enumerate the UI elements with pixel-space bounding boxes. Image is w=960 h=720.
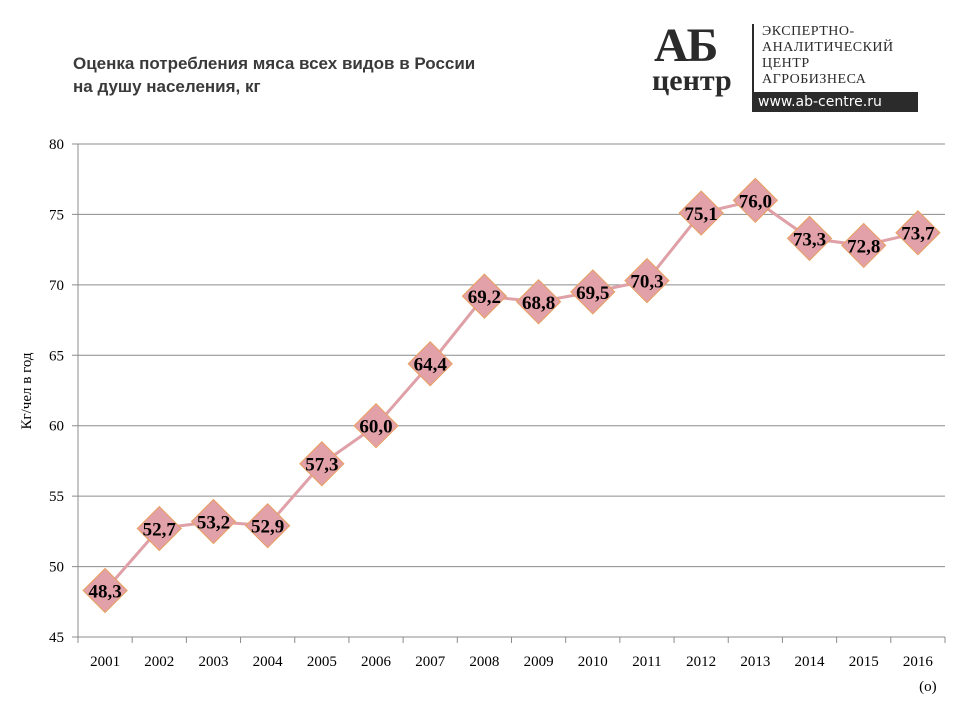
y-tick-label: 70 <box>49 278 64 294</box>
logo-mark: АБ <box>654 19 718 72</box>
x-tick-label: 2007 <box>415 654 446 670</box>
data-label: 64,4 <box>414 355 448 376</box>
data-line <box>103 198 919 592</box>
data-label: 75,1 <box>685 204 718 225</box>
y-tick-label: 55 <box>49 489 64 505</box>
data-marker <box>515 279 562 325</box>
chart-title: Оценка потребления мяса всех видов в Рос… <box>73 54 476 96</box>
data-label: 52,9 <box>251 517 284 538</box>
x-tick-label: 2009 <box>524 654 554 670</box>
x-tick-label: 2001 <box>90 654 120 670</box>
data-marker <box>461 273 508 319</box>
x-tick-label: 2011 <box>632 654 661 670</box>
x-tick-label: 2010 <box>578 654 608 670</box>
data-marker <box>732 177 779 224</box>
logo-url: www.ab-centre.ru <box>752 92 918 112</box>
x-tick-label: 2013 <box>740 654 770 670</box>
y-tick-label: 65 <box>49 348 64 364</box>
x-tick-label: 2008 <box>469 654 499 670</box>
data-marker <box>82 567 128 614</box>
data-label: 73,7 <box>901 224 935 245</box>
data-label: 69,2 <box>468 287 501 308</box>
data-label: 60,0 <box>359 417 392 438</box>
data-marker <box>407 341 453 387</box>
data-label: 69,5 <box>576 283 609 304</box>
data-label: 53,2 <box>197 512 230 533</box>
x-tick-label: 2012 <box>686 654 716 670</box>
y-tick-label: 75 <box>49 207 64 223</box>
data-marker <box>895 210 941 256</box>
logo-divider <box>752 24 754 112</box>
data-label: 68,8 <box>522 293 555 314</box>
y-tick-label: 45 <box>49 630 64 646</box>
data-label: 52,7 <box>143 520 177 541</box>
logo-line: АНАЛИТИЧЕСКИЙ <box>762 40 894 55</box>
ab-centre-logo: АБ центр ЭКСПЕРТНО- АНАЛИТИЧЕСКИЙ ЦЕНТР … <box>650 22 920 114</box>
data-marker <box>299 441 345 487</box>
x-tick-label: (о) <box>919 679 937 695</box>
x-tick-label: 2004 <box>253 654 284 670</box>
data-marker <box>190 498 237 545</box>
y-tick-label: 80 <box>49 137 64 153</box>
data-marker <box>678 190 724 236</box>
data-marker <box>841 222 887 269</box>
y-tick-label: 60 <box>49 419 64 435</box>
x-tick-label: 2006 <box>361 654 392 670</box>
data-marker <box>624 257 670 304</box>
data-label: 72,8 <box>847 236 880 257</box>
logo-sub: центр <box>652 64 732 97</box>
data-label: 76,0 <box>739 191 772 212</box>
data-marker <box>570 269 616 315</box>
x-tick-label: 2016 <box>903 654 934 670</box>
data-label: 48,3 <box>88 582 121 603</box>
logo-line: АГРОБИЗНЕСА <box>762 72 867 87</box>
x-tick-label: 2005 <box>307 654 337 670</box>
y-tick-label: 50 <box>49 560 64 576</box>
data-marker <box>786 215 833 262</box>
data-label: 73,3 <box>793 229 826 250</box>
x-tick-label: 2014 <box>795 654 826 670</box>
data-label: 57,3 <box>305 455 338 476</box>
x-tick-label: 2002 <box>144 654 174 670</box>
x-tick-label: 2015 <box>849 654 879 670</box>
data-marker <box>136 505 182 552</box>
data-marker <box>353 403 399 449</box>
logo-text: ЭКСПЕРТНО- АНАЛИТИЧЕСКИЙ ЦЕНТР АГРОБИЗНЕ… <box>762 24 894 88</box>
data-label: 70,3 <box>630 272 663 293</box>
x-tick-label: 2003 <box>198 654 228 670</box>
logo-line: ЦЕНТР <box>762 56 810 71</box>
data-marker <box>244 503 291 549</box>
logo-line: ЭКСПЕРТНО- <box>762 24 855 39</box>
y-axis-label: Кг/чел в год <box>19 352 35 429</box>
